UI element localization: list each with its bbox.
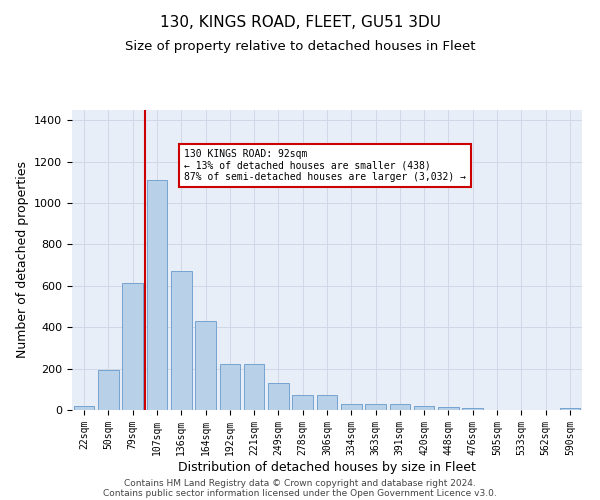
Text: Contains HM Land Registry data © Crown copyright and database right 2024.: Contains HM Land Registry data © Crown c…: [124, 478, 476, 488]
Bar: [74, 406, 94, 410]
Bar: [146, 180, 167, 410]
Bar: [414, 406, 434, 410]
Text: Contains public sector information licensed under the Open Government Licence v3: Contains public sector information licen…: [103, 488, 497, 498]
Bar: [292, 395, 313, 410]
Text: 130, KINGS ROAD, FLEET, GU51 3DU: 130, KINGS ROAD, FLEET, GU51 3DU: [160, 15, 440, 30]
Bar: [463, 408, 483, 410]
X-axis label: Distribution of detached houses by size in Fleet: Distribution of detached houses by size …: [178, 460, 476, 473]
Bar: [438, 407, 459, 410]
Bar: [220, 364, 240, 410]
Bar: [171, 272, 191, 410]
Bar: [98, 370, 119, 410]
Bar: [365, 404, 386, 410]
Bar: [122, 283, 143, 410]
Bar: [560, 408, 580, 410]
Bar: [244, 364, 265, 410]
Bar: [268, 383, 289, 410]
Text: Size of property relative to detached houses in Fleet: Size of property relative to detached ho…: [125, 40, 475, 53]
Y-axis label: Number of detached properties: Number of detached properties: [16, 162, 29, 358]
Bar: [195, 321, 216, 410]
Bar: [317, 395, 337, 410]
Bar: [389, 404, 410, 410]
Bar: [341, 404, 362, 410]
Text: 130 KINGS ROAD: 92sqm
← 13% of detached houses are smaller (438)
87% of semi-det: 130 KINGS ROAD: 92sqm ← 13% of detached …: [184, 149, 466, 182]
